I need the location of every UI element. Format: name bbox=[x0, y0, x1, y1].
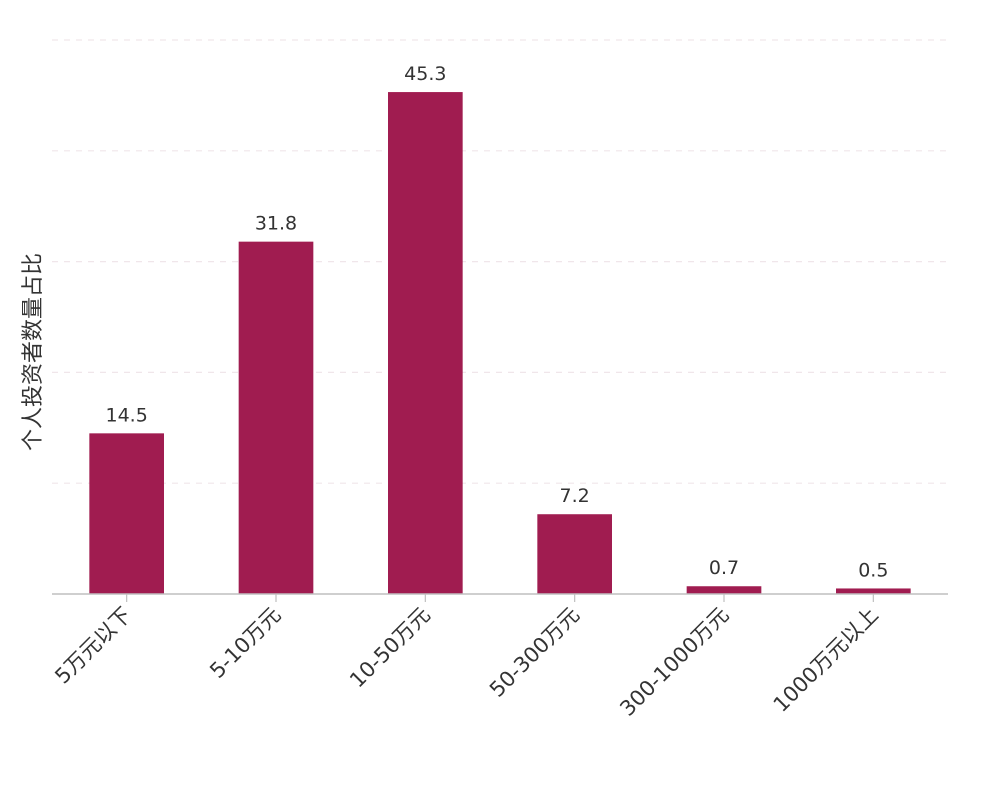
bar bbox=[89, 433, 164, 594]
bar bbox=[388, 92, 463, 595]
bar bbox=[238, 241, 314, 594]
bar bbox=[537, 514, 612, 594]
gridlines bbox=[52, 39, 948, 484]
x-tick-label: 10-50万元 bbox=[345, 603, 435, 693]
bar-value-label: 45.3 bbox=[404, 63, 446, 85]
value-labels: 14.5 31.8 45.3 7.2 0.7 0.5 bbox=[106, 63, 889, 581]
bar-value-label: 31.8 bbox=[255, 213, 297, 235]
x-tick-label: 5-10万元 bbox=[205, 603, 285, 683]
bar-value-label: 0.7 bbox=[709, 557, 739, 579]
bar bbox=[836, 588, 911, 594]
x-tick-label: 300-1000万元 bbox=[615, 603, 733, 721]
x-tick-label: 5万元以下 bbox=[50, 603, 136, 689]
y-axis-title: 个人投资者数量占比 bbox=[21, 253, 46, 451]
x-tick-labels: 5万元以下 5-10万元 10-50万元 50-300万元 300-1000万元 1000… bbox=[50, 594, 883, 721]
bar-value-label: 0.5 bbox=[858, 559, 888, 581]
bar-value-label: 7.2 bbox=[560, 485, 590, 507]
x-tick-label: 50-300万元 bbox=[485, 603, 584, 702]
x-tick-label: 1000万元以上 bbox=[769, 603, 883, 717]
bar-value-label: 14.5 bbox=[106, 404, 148, 426]
bars bbox=[89, 92, 911, 595]
bar bbox=[686, 586, 762, 594]
